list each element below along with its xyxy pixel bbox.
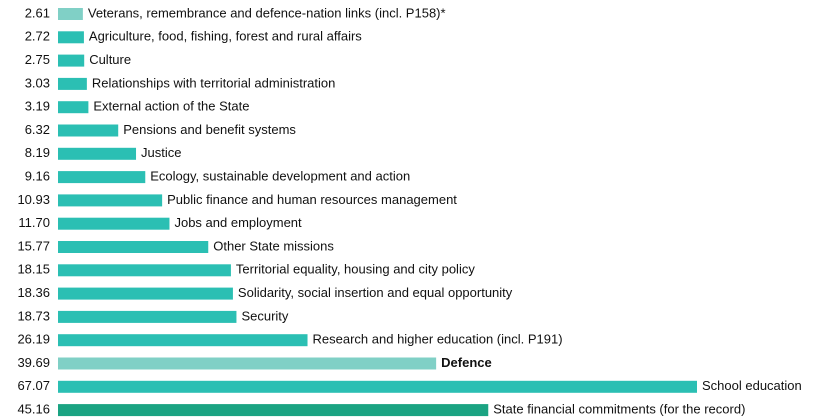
category-label: Justice [141,145,181,160]
value-label: 18.36 [17,285,50,300]
value-label: 3.19 [25,99,50,114]
category-label: Pensions and benefit systems [123,122,296,137]
bar [58,147,137,160]
bar [58,357,437,370]
value-label: 67.07 [17,378,50,393]
category-label: Relationships with territorial administr… [92,75,336,90]
value-label: 8.19 [25,145,50,160]
value-label: 18.15 [17,262,50,277]
bar [58,8,83,20]
bar [58,31,84,44]
bar [58,241,209,253]
bar [58,101,89,114]
category-label: Public finance and human resources manag… [167,192,457,207]
bar [58,404,489,417]
category-label: External action of the State [93,99,249,114]
bar [58,310,237,323]
category-label: Jobs and employment [174,215,302,230]
value-label: 11.70 [18,215,50,230]
category-label: Culture [89,52,131,67]
bar [58,380,697,393]
value-label: 45.16 [17,402,50,417]
value-label: 26.19 [17,332,50,347]
category-label: Agriculture, food, fishing, forest and r… [89,29,362,44]
value-label: 2.72 [25,29,50,44]
value-label: 18.73 [17,308,50,323]
bar [58,171,146,184]
bar [58,217,170,230]
category-label: School education [702,378,802,393]
category-label: Other State missions [213,238,334,253]
value-label: 9.16 [25,169,50,184]
category-label: Security [241,308,288,323]
bar [58,334,308,347]
value-label: 6.32 [25,122,50,137]
value-label: 2.61 [25,5,50,20]
value-label: 39.69 [17,355,50,370]
category-label: Research and higher education (incl. P19… [313,332,563,347]
value-label: 10.93 [17,192,50,207]
category-label: Solidarity, social insertion and equal o… [238,285,513,300]
bar [58,124,119,137]
category-label: Veterans, remembrance and defence-nation… [88,5,446,20]
value-label: 2.75 [25,52,50,67]
category-label: Ecology, sustainable development and act… [150,169,410,184]
value-label: 15.77 [17,238,50,253]
bar [58,287,233,300]
bar [58,264,231,277]
bar [58,54,85,67]
category-label: Territorial equality, housing and city p… [236,262,475,277]
bar [58,194,163,207]
category-label: Defence [441,355,492,370]
value-label: 3.03 [25,75,50,90]
bar [58,77,87,90]
category-label: State financial commitments (for the rec… [493,402,745,417]
